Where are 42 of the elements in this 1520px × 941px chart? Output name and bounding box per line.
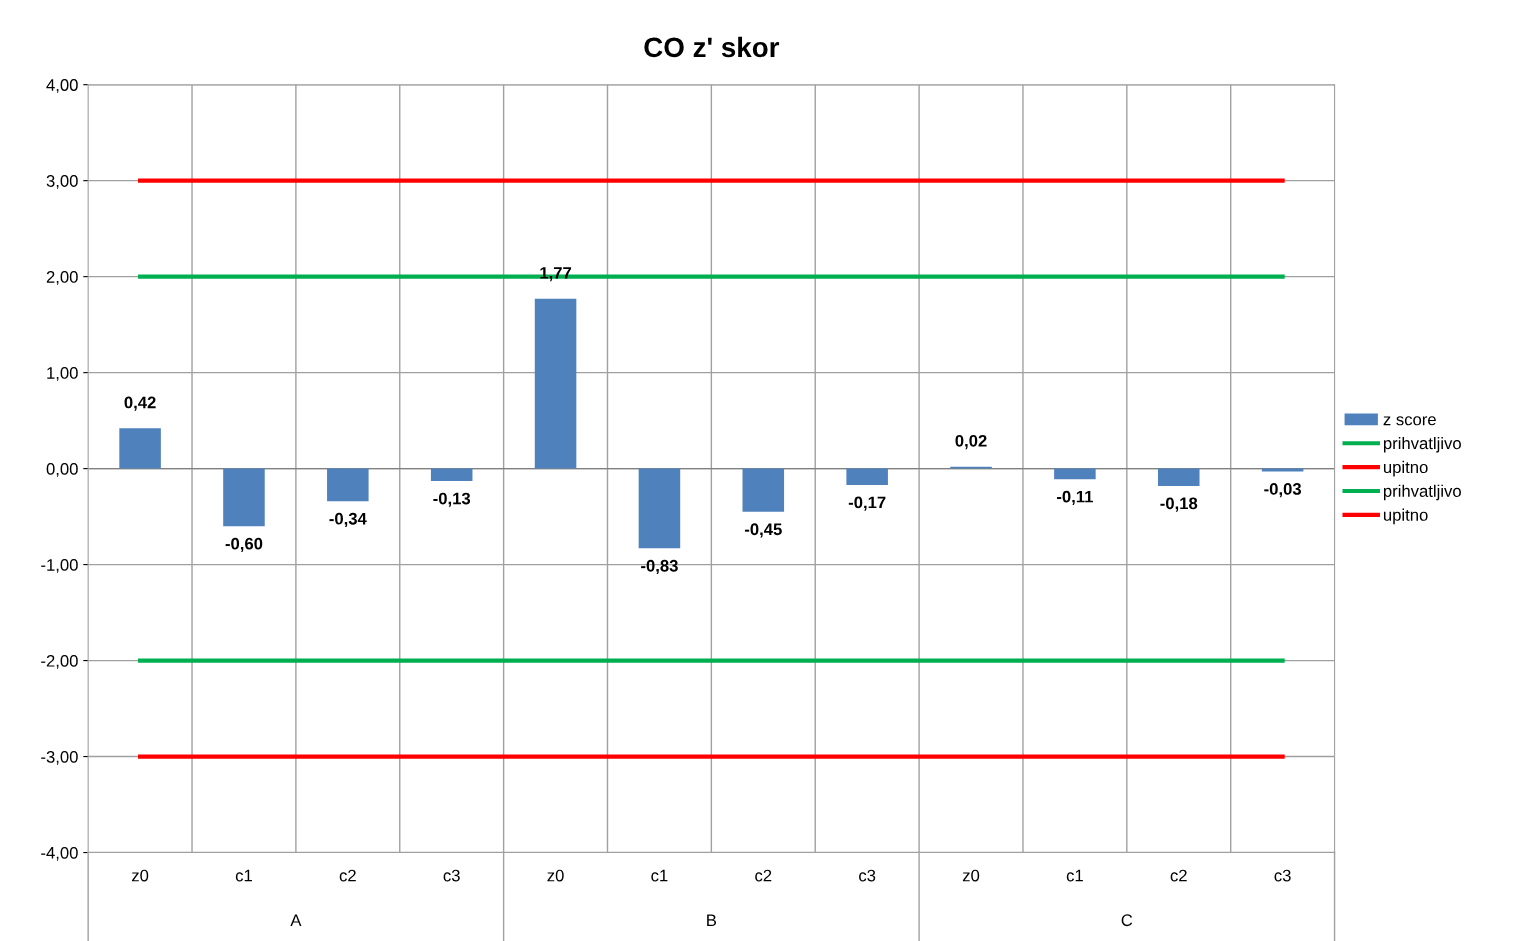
data-label: 0,42 [124,396,156,411]
data-label: -0,11 [1057,490,1093,505]
data-label: -0,60 [225,537,263,552]
y-tick-label: 3,00 [46,175,78,189]
data-label: -0,03 [1264,483,1302,498]
legend-label: upitno [1383,460,1428,477]
chart-title: CO z' skor [644,36,780,58]
x-tick-label: c2 [1170,869,1187,882]
data-label: 1,77 [540,267,572,282]
y-tick-label: 0,00 [46,463,78,477]
legend-label: z score [1383,416,1436,426]
y-tick-label: -3,00 [41,750,78,765]
x-tick-label: c3 [1274,869,1291,882]
legend-label: prihvatljivo [1383,436,1461,453]
text: B [707,914,717,926]
y-tick-label: 2,00 [46,271,78,285]
text: C [1121,914,1133,927]
data-label: -0,45 [744,523,782,538]
x-tick-label: c3 [443,869,460,882]
x-tick-label: c2 [755,869,772,882]
data-label: -0,34 [329,512,367,528]
x-tick-label: c1 [235,869,252,882]
data-label: -0,83 [641,559,678,575]
x-tick-label: c1 [651,869,668,882]
y-tick-label: -2,00 [41,654,78,669]
x-tick-label: z0 [131,869,149,882]
y-tick-label: 4,00 [46,79,78,93]
legend-label: prihvatljivo [1383,484,1461,501]
x-tick-label: c2 [339,869,356,882]
y-tick-label: -4,00 [41,846,78,861]
data-label: -0,17 [848,496,886,511]
x-tick-label: z0 [962,869,980,882]
y-tick-label: -1,00 [41,559,78,573]
data-label: -0,13 [433,492,471,507]
data-label: 0,02 [955,434,987,450]
legend-label: upitno [1383,508,1428,525]
x-tick-label: z0 [547,869,564,882]
x-tick-label: c3 [859,869,876,882]
x-tick-label: c1 [1066,869,1083,882]
y-tick-label: 1,00 [47,367,78,381]
data-label: -0,18 [1160,497,1198,512]
text: A [290,914,302,926]
